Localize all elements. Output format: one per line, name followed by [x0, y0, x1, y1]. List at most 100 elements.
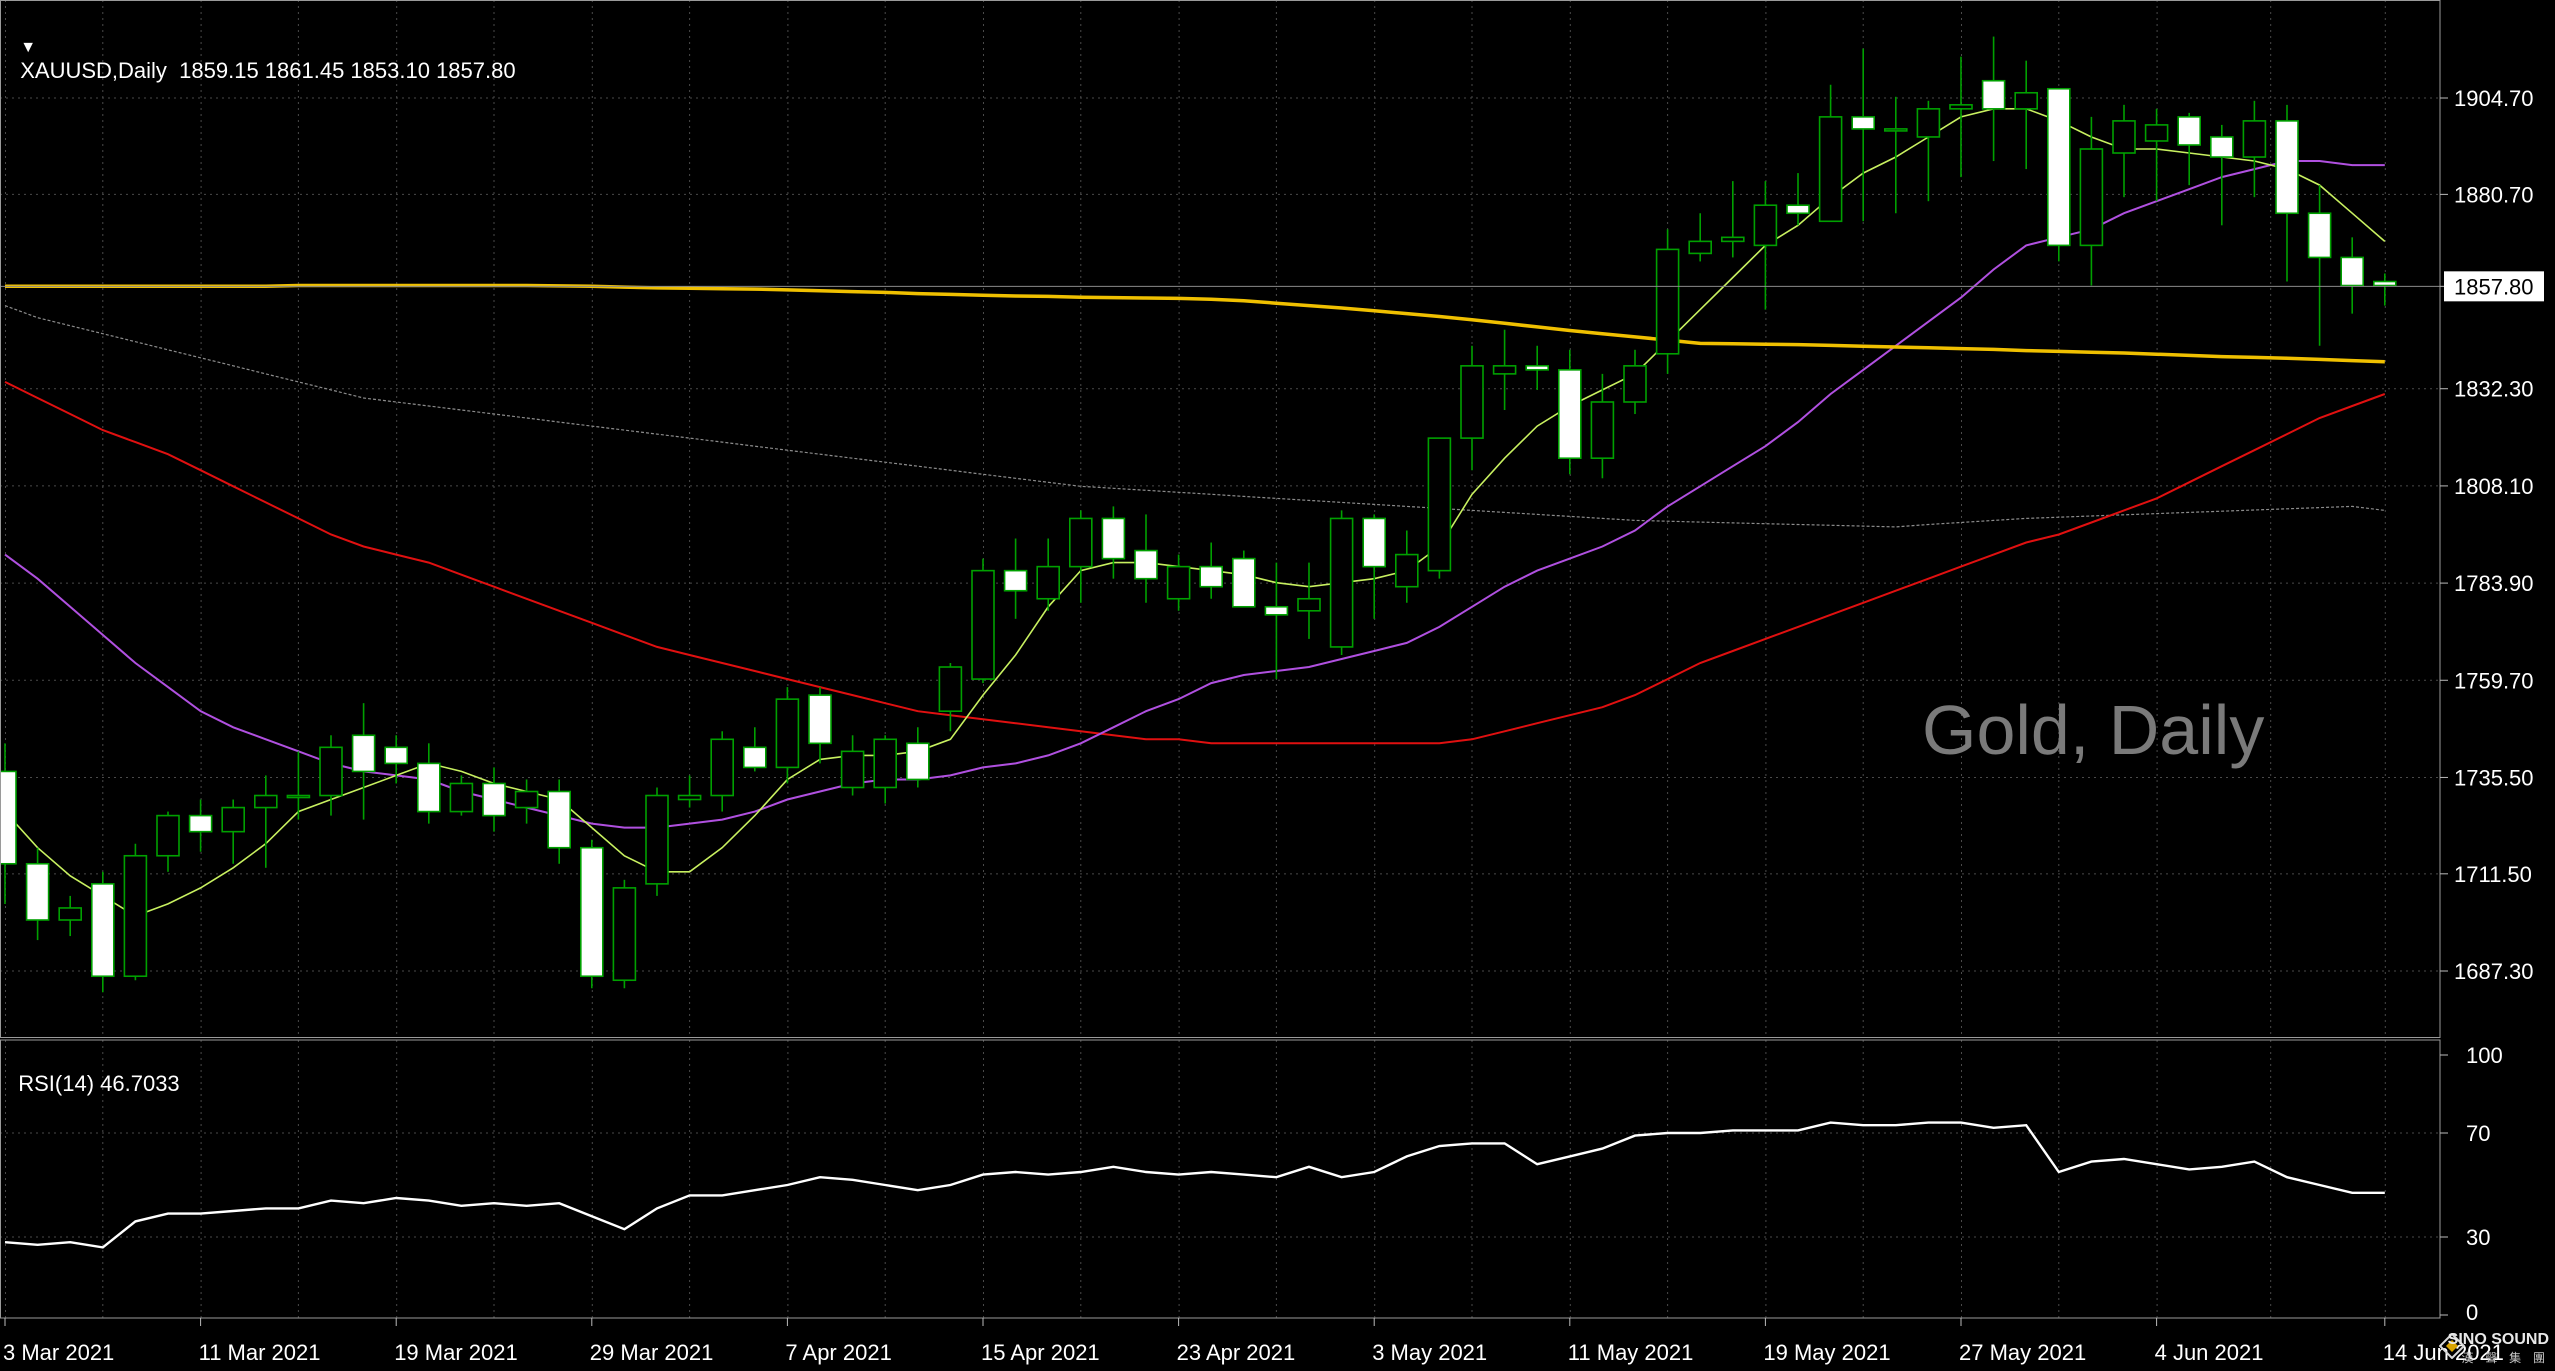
candle-bull — [221, 806, 245, 833]
candle-bull — [514, 790, 539, 809]
y-axis-ticks: 1904.70 1880.70 1857.80 1832.30 1808.10 1783.… — [2440, 86, 2544, 1325]
candle-bear — [2373, 280, 2397, 287]
x-tick-label: 3 Mar 2021 — [3, 1340, 114, 1365]
candle-bull — [938, 666, 963, 712]
rsi-label: RSI(14) 46.7033 — [18, 1071, 180, 1096]
candle-bear — [808, 694, 832, 745]
candle-bull — [1916, 108, 1941, 138]
candle-bull — [1818, 116, 1843, 223]
candle-bull — [1753, 204, 1778, 247]
symbol-ohlc: XAUUSD,Daily 1859.15 1861.45 1853.10 185… — [20, 58, 516, 83]
rsi-grid — [0, 1040, 2440, 1318]
candle-bull — [123, 854, 148, 978]
rsi-line — [4, 1121, 2385, 1249]
candle-bear — [2210, 136, 2234, 158]
candle-bear — [384, 746, 409, 765]
ma-fast-line — [4, 108, 2386, 917]
candle-bear — [1558, 369, 1582, 460]
y-tick-label: 1711.50 — [2454, 862, 2532, 887]
candle-bull — [1395, 553, 1419, 588]
candle-bull — [1655, 248, 1680, 355]
candle-bull — [1297, 597, 1321, 612]
ma-gray-line — [4, 305, 2385, 528]
candle-bull — [1460, 365, 1484, 439]
candle-bull — [2079, 148, 2104, 247]
candle-bull — [645, 794, 669, 885]
candle-bull — [971, 569, 995, 680]
candle-bear — [1851, 116, 1875, 130]
sino-sound-logo: SINO SOUND 漢 聲 集 團 — [2439, 1331, 2549, 1365]
rsi-y-tick-label: 70 — [2466, 1121, 2490, 1146]
candlesticks — [0, 36, 2440, 993]
candle-bull — [1492, 365, 1517, 375]
candle-bull — [1329, 517, 1354, 648]
candle-bull — [1036, 565, 1060, 600]
rsi-y-tick-label: 30 — [2466, 1225, 2490, 1250]
candle-bear — [0, 770, 17, 865]
rsi-header: RSI(14) 46.7033 — [6, 1045, 180, 1097]
y-tick-label: 1687.30 — [2454, 959, 2534, 984]
logo-sub: 漢 聲 集 團 — [2461, 1351, 2549, 1365]
x-tick-label: 11 May 2021 — [1568, 1340, 1694, 1365]
candle-bear — [1362, 517, 1386, 568]
candle-bear — [25, 862, 50, 921]
candle-bear — [351, 734, 376, 773]
main-grid — [0, 0, 2440, 1037]
rsi-panel-border — [0, 1039, 2441, 1319]
candle-bull — [1166, 565, 1191, 600]
watermark: Gold, Daily — [1922, 691, 2265, 769]
rsi-panel — [4, 1121, 2385, 1249]
y-tick-label: 1759.70 — [2454, 668, 2534, 693]
candle-bull — [1721, 236, 1745, 243]
symbol-header: ▼ XAUUSD,Daily 1859.15 1861.45 1853.10 1… — [8, 6, 516, 84]
candle-bull — [1884, 128, 1908, 132]
y-tick-label: 1857.80 — [2454, 274, 2534, 299]
candle-bull — [1069, 517, 1093, 568]
candle-bear — [1786, 204, 1810, 215]
candle-bear — [2307, 212, 2332, 259]
candle-bear — [1264, 605, 1289, 616]
candle-bull — [677, 794, 702, 801]
y-tick-label: 1880.70 — [2454, 182, 2534, 207]
collapse-triangle-icon[interactable]: ▼ — [20, 39, 37, 56]
x-tick-label: 11 Mar 2021 — [199, 1340, 321, 1365]
ma-yellow-line — [5, 283, 2385, 364]
y-tick-label: 1735.50 — [2454, 765, 2534, 790]
candle-bull — [2144, 124, 2169, 142]
candle-bear — [1101, 517, 1126, 560]
candle-bull — [156, 814, 180, 857]
y-tick-label: 1832.30 — [2454, 377, 2534, 402]
axes — [0, 0, 2441, 1319]
candle-bear — [579, 846, 604, 978]
moving-average-lines — [4, 108, 2386, 917]
y-tick-label: 1783.90 — [2454, 571, 2534, 596]
candle-bull — [449, 782, 474, 813]
candle-bull — [710, 738, 735, 797]
candle-bear — [91, 883, 115, 978]
candle-bear — [482, 782, 506, 817]
candle-bull — [1688, 240, 1712, 255]
candle-bear — [416, 762, 441, 813]
candle-bear — [1525, 365, 1549, 371]
x-axis-ticks: 3 Mar 2021 11 Mar 2021 19 Mar 2021 29 Mar 2… — [3, 1318, 2504, 1365]
x-tick-label: 4 Jun 2021 — [2155, 1340, 2264, 1365]
candle-bull — [873, 738, 898, 789]
candle-bull — [1427, 437, 1452, 572]
rsi-y-tick-label: 100 — [2466, 1043, 2503, 1068]
x-tick-label: 23 Apr 2021 — [1177, 1340, 1296, 1365]
x-tick-label: 7 Apr 2021 — [785, 1340, 891, 1365]
x-tick-label: 15 Apr 2021 — [981, 1340, 1100, 1365]
candle-bear — [1199, 565, 1223, 588]
ma-red-line — [4, 381, 2386, 745]
candle-bull — [2242, 120, 2267, 158]
candle-bull — [254, 794, 278, 809]
x-tick-label: 27 May 2021 — [1959, 1340, 2086, 1365]
candle-bull — [775, 698, 800, 769]
candle-bear — [2275, 120, 2299, 215]
last-price-box — [2444, 271, 2544, 302]
y-tick-label: 1808.10 — [2454, 474, 2534, 499]
x-tick-label: 19 Mar 2021 — [394, 1340, 518, 1365]
candle-bull — [1590, 401, 1615, 460]
candle-bull — [2014, 91, 2038, 110]
